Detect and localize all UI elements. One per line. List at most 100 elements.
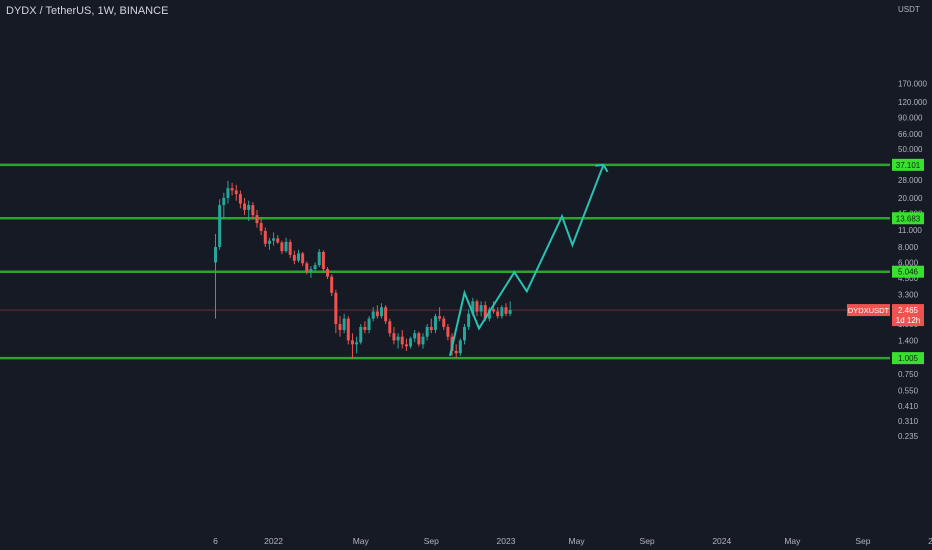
candle-body [425, 326, 429, 337]
candle-body [222, 197, 226, 206]
symbol-tag-label: DYDXUSDT [848, 306, 890, 315]
last-price-tag [892, 304, 924, 327]
y-tick-label: 50.000 [898, 145, 923, 154]
candle-body [471, 301, 475, 314]
candle-body [218, 205, 222, 248]
level-price-label: 13.683 [896, 214, 921, 223]
candle-body [280, 242, 284, 252]
candle-body [446, 326, 450, 337]
y-tick-label: 0.310 [898, 417, 919, 426]
y-tick-label: 0.235 [898, 432, 919, 441]
x-tick-label: 2022 [264, 536, 283, 546]
y-tick-label: 3.300 [898, 290, 919, 299]
candle-body [438, 316, 442, 319]
candle-body [409, 338, 413, 347]
candle-body [317, 251, 321, 266]
candle-body [442, 318, 446, 327]
y-tick-label: 20.000 [898, 194, 923, 203]
candle-body [475, 301, 479, 312]
candle-body [214, 247, 217, 263]
candle-body [234, 190, 238, 195]
candle-body [396, 336, 400, 341]
y-axis-unit: USDT [898, 5, 920, 14]
candle-body [247, 205, 251, 210]
candle-body [255, 215, 259, 224]
candle-body [508, 310, 512, 314]
candle-body [367, 318, 371, 330]
candle-body [321, 251, 325, 270]
candle-body [334, 292, 338, 325]
candle-body [292, 254, 296, 261]
candle-body [371, 311, 375, 319]
candle-body [301, 253, 305, 264]
x-tick-label: 2024 [712, 536, 731, 546]
candle-body [272, 238, 276, 241]
y-tick-label: 0.750 [898, 370, 919, 379]
symbol-header: DYDX / TetherUS, 1W, BINANCE [6, 5, 169, 17]
candle-body [487, 309, 491, 319]
candle-body [288, 241, 292, 255]
level-price-tag [892, 265, 924, 278]
candle-body [454, 350, 458, 354]
y-tick-label: 28.000 [898, 176, 923, 185]
candle-body [342, 318, 346, 330]
candle-body [330, 276, 334, 293]
candle-body [350, 340, 354, 345]
candle-body [267, 240, 271, 244]
candle-body [251, 205, 255, 216]
candle-body [479, 305, 483, 312]
y-tick-label: 0.550 [898, 386, 919, 395]
candle-body [276, 238, 280, 243]
candle-body [305, 263, 309, 273]
candle-body [284, 241, 288, 252]
candle-body [400, 336, 404, 345]
x-tick-label: Sep [640, 536, 655, 546]
candle-body [346, 318, 350, 341]
candle-body [338, 324, 342, 330]
candle-body [238, 194, 242, 204]
last-price-label: 2.465 [898, 306, 919, 315]
level-price-tag [892, 352, 924, 365]
candle-body [384, 307, 388, 322]
level-price-label: 37.101 [896, 161, 921, 170]
candle-body [380, 307, 383, 317]
candle-body [359, 326, 363, 343]
candle-body [363, 326, 367, 330]
y-tick-label: 1.400 [898, 336, 919, 345]
candle-body [230, 188, 234, 191]
candle-body [500, 307, 504, 317]
y-tick-label: 4.500 [898, 274, 919, 283]
x-tick-label: May [569, 536, 586, 546]
projection-path[interactable] [449, 164, 605, 357]
candle-body [492, 309, 496, 312]
candle-body [375, 311, 379, 317]
candle-body [413, 333, 417, 339]
x-tick-label: 6 [213, 536, 218, 546]
candle-body [433, 316, 437, 330]
candle-body [263, 230, 267, 244]
y-tick-label: 6.000 [898, 258, 919, 267]
candle-body [355, 342, 359, 345]
y-tick-label: 120.000 [898, 98, 927, 107]
candle-body [388, 321, 392, 334]
x-tick-label: May [784, 536, 801, 546]
candle-body [421, 336, 425, 345]
level-price-tag [892, 212, 924, 225]
candle-body [496, 311, 500, 317]
candle-body [326, 269, 330, 277]
candle-body [463, 326, 466, 341]
x-tick-label: Sep [424, 536, 439, 546]
level-price-label: 5.046 [898, 268, 919, 277]
x-tick-label: 2023 [497, 536, 516, 546]
level-price-label: 1.005 [898, 354, 919, 363]
y-tick-label: 8.000 [898, 243, 919, 252]
candle-body [243, 203, 247, 210]
candle-body [467, 313, 471, 327]
x-tick-label: Sep [855, 536, 870, 546]
y-tick-label: 90.000 [898, 113, 923, 122]
y-tick-label: 66.000 [898, 130, 923, 139]
candle-body [259, 223, 263, 231]
y-tick-label: 170.000 [898, 79, 927, 88]
projection-arrow-head [595, 163, 609, 173]
